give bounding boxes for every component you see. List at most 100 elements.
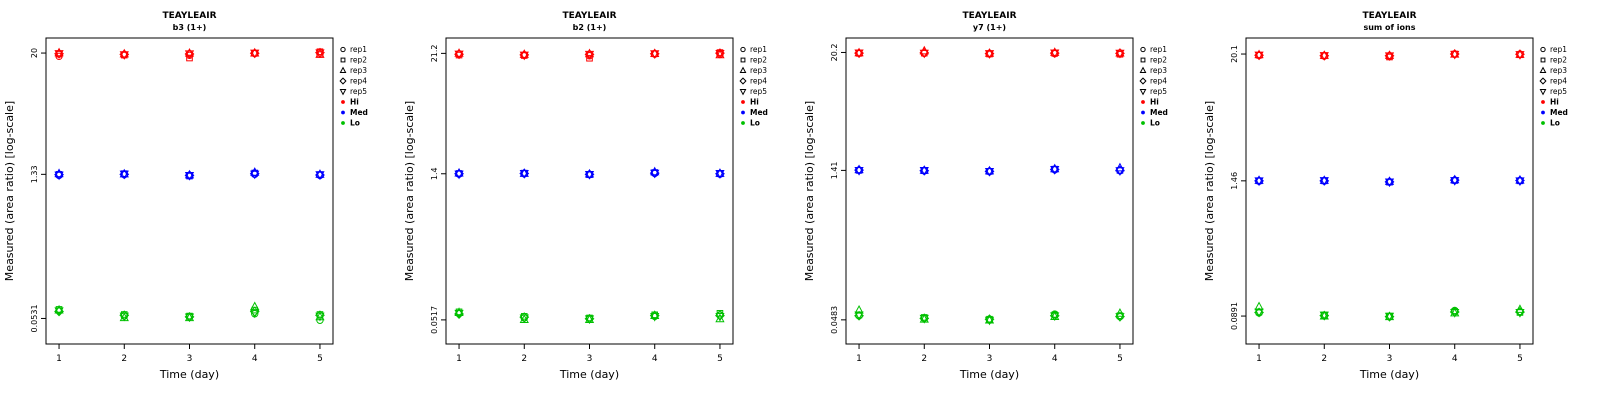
legend-label: Lo <box>350 119 360 128</box>
legend-label: Med <box>350 108 368 117</box>
legend-dot-Med <box>741 110 745 115</box>
data-point <box>584 48 595 58</box>
legend-item-rep5 <box>1139 89 1147 96</box>
legend-dot-Med <box>1141 110 1145 115</box>
chart-panel-1: TEAYLEAIR b3 (1+) 1 2 3 4 5 20 1.33 0.0531 Time (d… <box>0 0 400 400</box>
chart-svg: TEAYLEAIR y7 (1+) 1 2 3 4 5 20.2 1.41 0.0483 Time … <box>803 11 1168 381</box>
chart-svg: TEAYLEAIR b2 (1+) 1 2 3 4 5 21.2 1.4 0.0517 Time (… <box>403 11 768 381</box>
data-point <box>584 50 595 60</box>
chart-panel-3: TEAYLEAIR y7 (1+) 1 2 3 4 5 20.2 1.41 0.0483 Time … <box>800 0 1200 400</box>
x-tick-label: 5 <box>1517 354 1523 364</box>
data-point <box>119 48 129 58</box>
data-point <box>984 167 995 177</box>
chart-panel-2: TEAYLEAIR b2 (1+) 1 2 3 4 5 21.2 1.4 0.0517 Time (… <box>400 0 800 400</box>
panel-title: TEAYLEAIR <box>962 11 1016 21</box>
panel-subtitle: y7 (1+) <box>973 23 1006 32</box>
data-point <box>1115 308 1125 317</box>
legend-item-rep4 <box>1139 77 1147 85</box>
plot-frame <box>845 37 1134 345</box>
legend-label: rep5 <box>1550 87 1567 96</box>
data-point <box>854 49 864 59</box>
data-point <box>1050 47 1060 56</box>
legend-dot-Lo <box>341 121 345 125</box>
y-tick-label: 20 <box>30 48 39 58</box>
legend-item-rep5 <box>1539 89 1547 96</box>
legend-dot-Med <box>1541 110 1545 115</box>
legend-label: rep5 <box>750 87 767 96</box>
panel-title: TEAYLEAIR <box>562 11 616 21</box>
legend-label: Hi <box>750 98 759 107</box>
legend-label: rep1 <box>750 45 767 54</box>
legend-label: rep5 <box>350 87 367 96</box>
data-point <box>1515 49 1525 58</box>
x-tick-label: 1 <box>1256 354 1262 364</box>
x-tick-label: 2 <box>121 354 127 364</box>
y-tick-label: 1.46 <box>1230 172 1239 190</box>
legend-label: Hi <box>1150 98 1159 107</box>
data-point <box>119 312 129 322</box>
data-point <box>250 309 260 319</box>
data-point <box>650 169 660 179</box>
legend-item-rep2 <box>340 57 346 63</box>
legend-item-rep1 <box>1540 46 1546 53</box>
legend-label: Hi <box>1550 98 1559 107</box>
legend-item-rep1 <box>340 46 346 53</box>
data-point <box>1254 308 1264 318</box>
data-point <box>984 165 995 175</box>
legend-label: rep1 <box>350 45 367 54</box>
legend-item-rep1 <box>740 46 746 53</box>
legend-item-rep4 <box>739 77 747 85</box>
legend-label: Med <box>750 108 768 117</box>
legend-item-rep3 <box>1539 66 1547 73</box>
legend-label: rep4 <box>750 77 767 86</box>
legend-label: rep3 <box>350 66 367 75</box>
y-tick-label: 1.4 <box>430 167 439 180</box>
legend-item-rep3 <box>739 66 747 73</box>
data-point <box>184 313 195 323</box>
data-point <box>519 51 529 61</box>
y-axis-label: Measured (area ratio) [log-scale] <box>3 101 16 281</box>
data-point <box>650 50 660 59</box>
y-axis-label: Measured (area ratio) [log-scale] <box>403 101 416 281</box>
legend-item-rep5 <box>339 89 347 96</box>
legend-dot-Lo <box>1141 121 1145 125</box>
data-point <box>315 49 325 59</box>
data-point <box>454 170 464 180</box>
legend-item-rep4 <box>1539 77 1547 85</box>
x-tick-label: 2 <box>921 354 927 364</box>
legend-item-rep2 <box>740 57 746 63</box>
legend-dot-Hi <box>1541 100 1545 104</box>
legend-label: Hi <box>350 98 359 107</box>
data-point <box>454 167 464 177</box>
data-point <box>1384 178 1395 188</box>
data-point <box>584 168 595 178</box>
data-point <box>1115 49 1125 59</box>
data-point <box>54 47 64 57</box>
chart-panel-4: TEAYLEAIR sum of ions 1 2 3 4 5 20.1 1.46 0.0891 T… <box>1200 0 1600 400</box>
legend-label: rep4 <box>1550 77 1567 86</box>
data-point <box>1050 163 1060 173</box>
legend-label: rep3 <box>1150 66 1167 75</box>
data-point <box>1515 177 1525 187</box>
x-tick-label: 1 <box>856 354 862 364</box>
data-point <box>1450 177 1460 186</box>
legend-item-rep4 <box>339 77 347 85</box>
data-point <box>715 49 725 59</box>
data-point <box>1450 174 1460 184</box>
data-point <box>250 47 260 57</box>
data-point <box>1115 313 1125 322</box>
data-point <box>584 170 595 180</box>
x-tick-label: 3 <box>187 354 193 364</box>
x-tick-label: 4 <box>252 354 258 364</box>
data-point <box>715 168 725 177</box>
data-point <box>854 304 864 314</box>
x-tick-label: 2 <box>521 354 527 364</box>
legend-item-rep3 <box>1139 66 1147 73</box>
y-tick-label: 20.1 <box>1230 45 1239 63</box>
data-point <box>650 310 660 319</box>
x-tick-label: 2 <box>1321 354 1327 364</box>
data-point <box>519 314 529 324</box>
data-point <box>1050 166 1060 175</box>
x-tick-label: 3 <box>1387 354 1393 364</box>
